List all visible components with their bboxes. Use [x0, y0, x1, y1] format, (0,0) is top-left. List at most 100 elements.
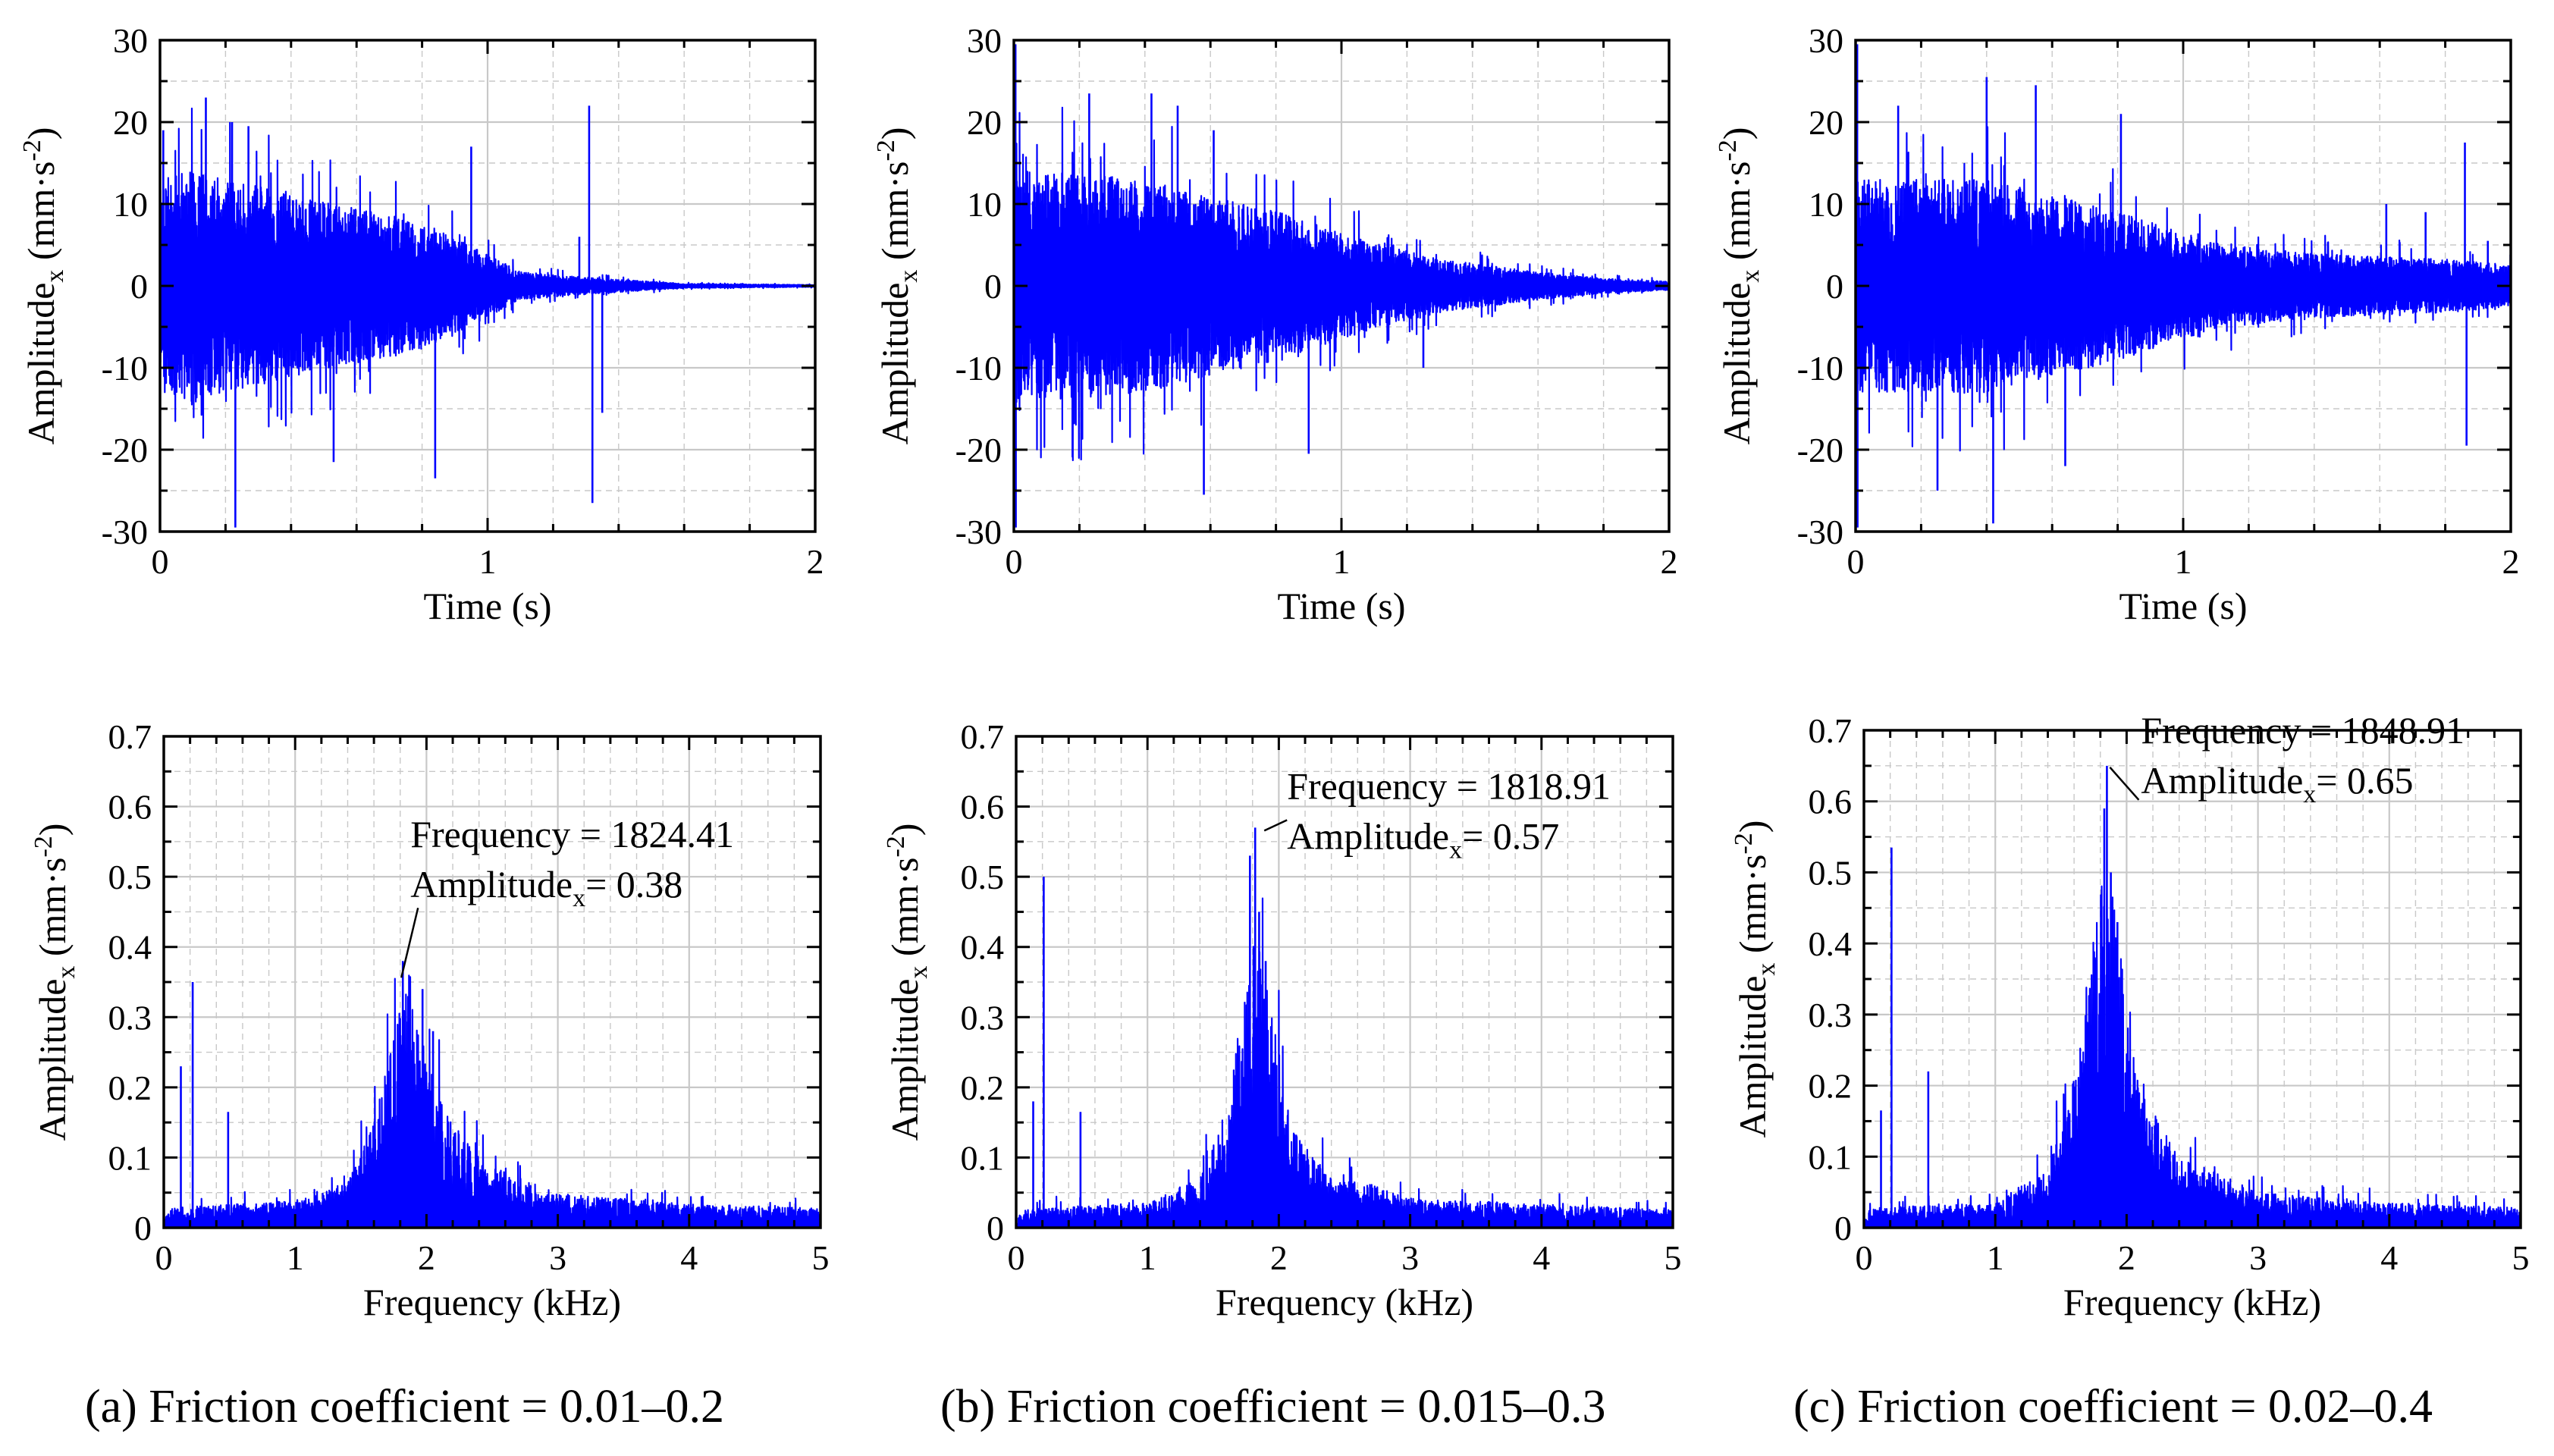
x-tick-label: 2 — [418, 1238, 435, 1277]
signal-series — [1014, 106, 1669, 462]
y-tick-label: 0.2 — [961, 1068, 1005, 1107]
x-tick-label: 1 — [1139, 1238, 1156, 1277]
x-tick-label: 5 — [812, 1238, 830, 1277]
y-axis-label: Amplitudex (mm·s-2) — [882, 824, 933, 1141]
x-tick-label: 3 — [2249, 1238, 2267, 1277]
y-tick-label: -10 — [955, 349, 1002, 388]
y-tick-label: -20 — [1797, 431, 1843, 469]
peak-frequency-label: Frequency = 1818.91 — [1287, 764, 1611, 807]
panel-a-time: 0 1 2 -30 -20 -10 0 10 20 30 Time (s) Amplitudex (m… — [18, 21, 824, 627]
y-axis-label: Amplitudex (mm·s-2) — [1714, 127, 1765, 445]
x-tick-label: 0 — [152, 542, 169, 581]
y-tick-label: 0.4 — [961, 928, 1005, 967]
peak-amplitude-label: Amplitudex= 0.57 — [1287, 814, 1559, 864]
y-axis-label: Amplitudex (mm·s-2) — [18, 127, 69, 445]
y-tick-label: 0.7 — [961, 717, 1005, 756]
y-tick-label: 0.4 — [1809, 924, 1853, 963]
y-tick-label: 0.6 — [961, 788, 1005, 827]
annotation-leader — [1263, 819, 1288, 832]
x-axis-label: Time (s) — [1277, 585, 1405, 627]
y-tick-label: 0.7 — [108, 717, 152, 756]
panel-b-time: 0 1 2 -30 -20 -10 0 10 20 30 Time (s) Amplitudex (m… — [872, 21, 1678, 627]
y-tick-label: 0.2 — [108, 1068, 152, 1107]
x-axis-label: Time (s) — [423, 585, 551, 627]
y-tick-label: -30 — [955, 513, 1002, 551]
x-axis-label: Frequency (kHz) — [2063, 1281, 2321, 1323]
y-tick-label: -20 — [955, 431, 1002, 469]
y-tick-label: -30 — [1797, 513, 1843, 551]
signal-series — [164, 974, 820, 1228]
y-tick-label: 0.3 — [1809, 996, 1853, 1034]
signal-series — [1016, 897, 1673, 1228]
y-tick-label: 0.6 — [1809, 783, 1853, 821]
y-tick-label: 30 — [1809, 21, 1843, 60]
peak-amplitude-label: Amplitudex= 0.65 — [2141, 759, 2413, 808]
signal-series — [160, 107, 815, 439]
y-tick-label: -10 — [1797, 349, 1843, 388]
y-tick-label: 0.2 — [1809, 1067, 1853, 1106]
y-tick-label: -20 — [102, 431, 148, 469]
x-tick-label: 0 — [1856, 1238, 1873, 1277]
y-tick-label: 0 — [1834, 1209, 1852, 1247]
x-axis-label: Frequency (kHz) — [363, 1281, 621, 1323]
x-tick-label: 1 — [1333, 542, 1351, 581]
x-tick-label: 4 — [2380, 1238, 2398, 1277]
y-tick-label: 0.5 — [1809, 853, 1853, 892]
caption-b: (b) Friction coefficient = 0.015–0.3 — [940, 1381, 1606, 1432]
peak-frequency-label: Frequency = 1824.41 — [410, 813, 734, 855]
x-tick-label: 2 — [807, 542, 824, 581]
x-tick-label: 4 — [1533, 1238, 1550, 1277]
y-tick-label: 0.3 — [108, 998, 152, 1037]
x-tick-label: 2 — [1270, 1238, 1288, 1277]
y-tick-label: 10 — [1809, 185, 1843, 224]
y-axis-label: Amplitudex (mm·s-2) — [872, 127, 923, 445]
y-tick-label: 0 — [134, 1209, 152, 1247]
y-tick-label: 20 — [1809, 103, 1843, 142]
y-tick-label: 20 — [967, 103, 1002, 142]
x-tick-label: 0 — [155, 1238, 173, 1277]
peak-amplitude-label: Amplitudex= 0.38 — [410, 863, 682, 912]
x-axis-label: Frequency (kHz) — [1216, 1281, 1473, 1323]
y-tick-label: 20 — [113, 103, 148, 142]
x-tick-label: 2 — [2502, 542, 2520, 581]
y-tick-label: 0 — [1826, 267, 1843, 306]
panel-a-freq: 0 1 2 3 4 5 0 0.1 0.2 0.3 0.4 0.5 0.6 0.7 Frequency (k… — [30, 717, 830, 1323]
x-tick-label: 4 — [680, 1238, 698, 1277]
x-axis-label: Time (s) — [2119, 585, 2247, 627]
x-tick-label: 5 — [1664, 1238, 1682, 1277]
y-axis-label: Amplitudex (mm·s-2) — [1730, 821, 1781, 1138]
x-tick-label: 2 — [2118, 1238, 2135, 1277]
y-tick-label: 0.7 — [1809, 711, 1853, 750]
y-tick-label: 0 — [130, 267, 148, 306]
x-tick-label: 2 — [1661, 542, 1678, 581]
peak-frequency-label: Frequency = 1848.91 — [2141, 709, 2465, 752]
caption-c: (c) Friction coefficient = 0.02–0.4 — [1793, 1381, 2433, 1432]
y-tick-label: 10 — [113, 185, 148, 224]
y-tick-label: 0.1 — [1809, 1138, 1853, 1176]
x-tick-label: 0 — [1008, 1238, 1025, 1277]
y-tick-label: 0.5 — [108, 858, 152, 896]
y-tick-label: 0.4 — [108, 928, 152, 967]
signal-series — [1864, 885, 2521, 1228]
y-axis-label: Amplitudex (mm·s-2) — [30, 824, 80, 1141]
y-tick-label: 30 — [113, 21, 148, 60]
annotation-leader — [2109, 767, 2140, 801]
signal-series — [1856, 126, 2511, 452]
panel-c-freq: 0 1 2 3 4 5 0 0.1 0.2 0.3 0.4 0.5 0.6 0.7 Frequency (k… — [1730, 709, 2530, 1323]
x-tick-label: 0 — [1006, 542, 1023, 581]
y-tick-label: 10 — [967, 185, 1002, 224]
panel-b-freq: 0 1 2 3 4 5 0 0.1 0.2 0.3 0.4 0.5 0.6 0.7 Frequency (k… — [882, 717, 1682, 1323]
y-tick-label: 0.1 — [108, 1138, 152, 1177]
y-tick-label: 0.5 — [961, 858, 1005, 896]
y-tick-label: 30 — [967, 21, 1002, 60]
caption-a: (a) Friction coefficient = 0.01–0.2 — [85, 1381, 725, 1432]
x-tick-label: 3 — [1401, 1238, 1419, 1277]
annotation-leader — [400, 907, 419, 978]
x-tick-label: 1 — [1987, 1238, 2004, 1277]
y-tick-label: 0.3 — [961, 998, 1005, 1037]
y-tick-label: 0.1 — [961, 1138, 1005, 1177]
panel-c-time: 0 1 2 -30 -20 -10 0 10 20 30 Time (s) Amplitudex (m… — [1714, 21, 2520, 627]
x-tick-label: 1 — [479, 542, 497, 581]
y-tick-label: 0 — [984, 267, 1002, 306]
